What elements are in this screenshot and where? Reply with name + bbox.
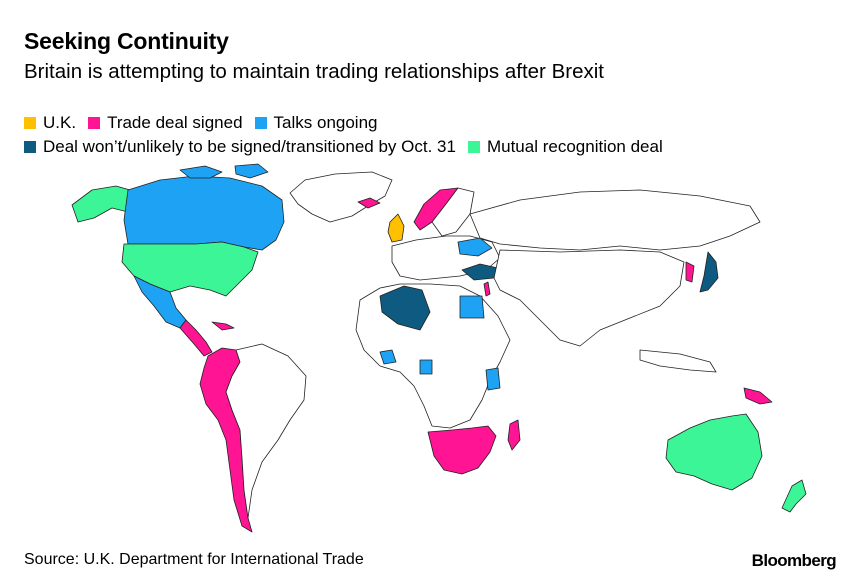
southeast-asia-region	[639, 349, 717, 373]
chart-title: Seeking Continuity	[24, 28, 229, 54]
uk-region	[387, 213, 405, 243]
legend-swatch-uk	[24, 117, 36, 129]
papua-region	[743, 387, 773, 405]
japan-region	[699, 251, 719, 293]
kenya-region	[485, 367, 501, 391]
egypt-region	[459, 295, 485, 319]
legend-swatch-talks-ongoing	[254, 117, 267, 129]
canada-islands-region-2	[234, 163, 269, 179]
russia-region	[469, 189, 761, 251]
legend-row-1: U.K. Trade deal signed Talks ongoing	[24, 113, 390, 133]
legend-item-trade-deal-signed: Trade deal signed	[88, 113, 243, 133]
caribbean-region	[211, 321, 235, 331]
world-map	[71, 163, 807, 533]
asia-region	[493, 249, 685, 347]
ukraine-region	[457, 237, 493, 257]
legend-swatch-deal-unlikely	[24, 141, 36, 153]
legend-item-deal-unlikely: Deal won’t/unlikely to be signed/transit…	[24, 137, 456, 157]
sweden-finland-region	[431, 187, 475, 237]
southern-africa-region	[427, 425, 497, 475]
greenland-region	[289, 171, 393, 223]
bloomberg-logo: Bloomberg	[751, 551, 837, 570]
south-america-region	[225, 343, 307, 519]
legend-swatch-trade-deal-signed	[88, 117, 101, 129]
africa-region	[355, 283, 511, 429]
central-america-region	[179, 319, 213, 357]
west-africa-region-2	[419, 359, 433, 375]
legend-label-deal-unlikely: Deal won’t/unlikely to be signed/transit…	[43, 137, 456, 156]
canada-islands-region	[179, 165, 223, 179]
legend-row-2: Deal won’t/unlikely to be signed/transit…	[24, 137, 675, 157]
legend-item-uk: U.K.	[24, 113, 76, 133]
algeria-region	[379, 285, 431, 331]
alaska-region	[71, 185, 131, 223]
new-zealand-region	[781, 479, 807, 513]
legend-label-talks-ongoing: Talks ongoing	[273, 113, 378, 132]
israel-region	[483, 281, 491, 297]
chart-subtitle: Britain is attempting to maintain tradin…	[24, 60, 604, 83]
iceland-region	[357, 197, 381, 209]
madagascar-region	[507, 419, 521, 451]
australia-region	[665, 413, 763, 491]
korea-region	[685, 261, 695, 283]
legend-label-uk: U.K.	[43, 113, 77, 132]
source-note: Source: U.K. Department for Internationa…	[24, 551, 364, 568]
legend-label-mutual-recognition: Mutual recognition deal	[486, 137, 663, 156]
canada-region	[123, 175, 285, 251]
legend-swatch-mutual-recognition	[467, 141, 480, 153]
legend-label-trade-deal-signed: Trade deal signed	[107, 113, 243, 132]
west-africa-region	[379, 349, 397, 365]
legend-item-talks-ongoing: Talks ongoing	[254, 113, 378, 133]
legend-item-mutual-recognition: Mutual recognition deal	[467, 137, 663, 157]
